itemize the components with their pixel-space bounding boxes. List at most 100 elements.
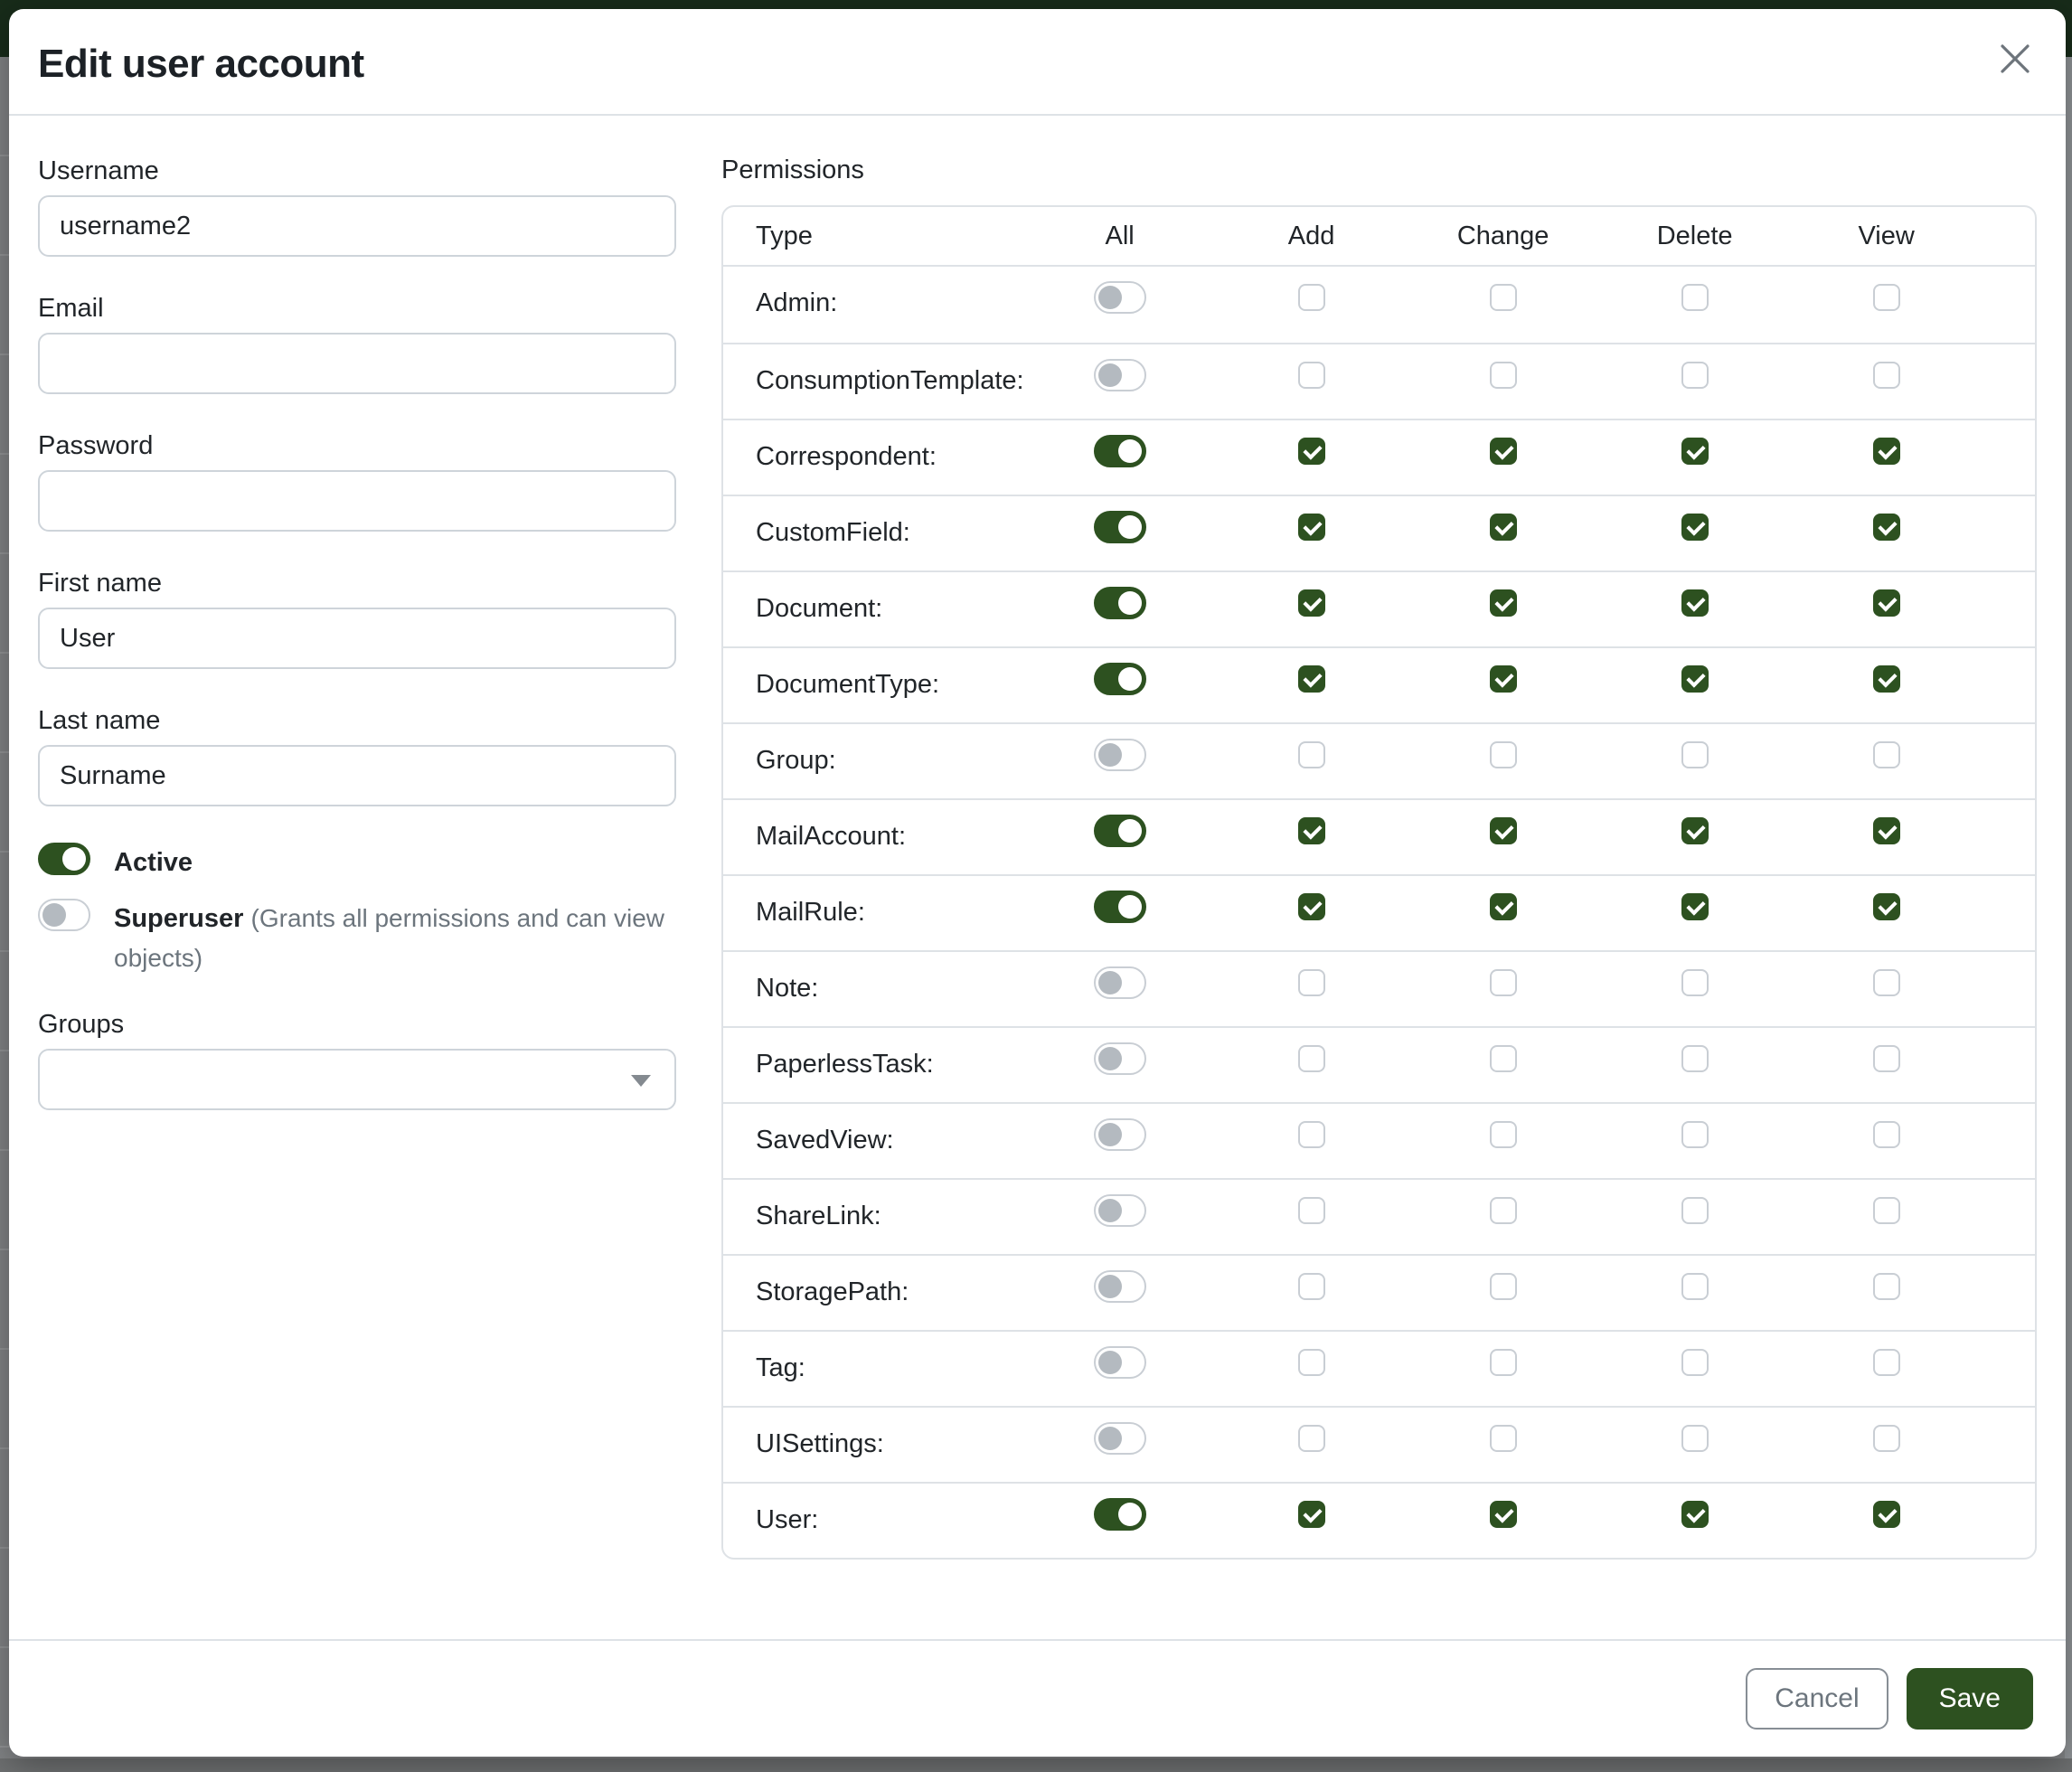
permission-all-toggle[interactable] — [1093, 739, 1146, 771]
permission-delete-checkbox[interactable] — [1681, 665, 1709, 693]
permission-all-toggle[interactable] — [1093, 1118, 1146, 1151]
permission-delete-checkbox[interactable] — [1681, 893, 1709, 920]
permission-view-checkbox[interactable] — [1872, 969, 1900, 996]
permission-add-checkbox[interactable] — [1297, 969, 1325, 996]
permission-view-checkbox[interactable] — [1872, 741, 1900, 768]
permission-delete-checkbox[interactable] — [1681, 741, 1709, 768]
permission-all-toggle[interactable] — [1093, 511, 1146, 543]
save-button[interactable]: Save — [1906, 1668, 2033, 1730]
permission-view-checkbox[interactable] — [1872, 589, 1900, 617]
permission-all-toggle[interactable] — [1093, 281, 1146, 314]
permission-change-checkbox[interactable] — [1489, 514, 1517, 541]
permission-add-checkbox[interactable] — [1297, 284, 1325, 311]
permission-delete-checkbox[interactable] — [1681, 1045, 1709, 1072]
permission-view-checkbox[interactable] — [1872, 362, 1900, 389]
permission-add-checkbox[interactable] — [1297, 362, 1325, 389]
vertical-scrollbar[interactable] — [2065, 57, 2072, 1772]
email-input[interactable] — [38, 333, 676, 394]
permission-all-toggle[interactable] — [1093, 1042, 1146, 1075]
permission-delete-checkbox[interactable] — [1681, 1121, 1709, 1148]
permission-change-checkbox[interactable] — [1489, 665, 1517, 693]
permission-view-checkbox[interactable] — [1872, 1349, 1900, 1376]
permission-change-checkbox[interactable] — [1489, 893, 1517, 920]
permission-all-toggle[interactable] — [1093, 663, 1146, 695]
permission-all-toggle[interactable] — [1093, 359, 1146, 391]
horizontal-scrollbar[interactable] — [0, 1758, 2072, 1772]
permission-view-checkbox[interactable] — [1872, 438, 1900, 465]
permission-add-checkbox[interactable] — [1297, 1501, 1325, 1528]
permission-add-checkbox[interactable] — [1297, 1349, 1325, 1376]
permission-delete-checkbox[interactable] — [1681, 1273, 1709, 1300]
permission-change-checkbox[interactable] — [1489, 969, 1517, 996]
permission-add-checkbox[interactable] — [1297, 817, 1325, 844]
first-name-input[interactable] — [38, 608, 676, 669]
permission-add-checkbox[interactable] — [1297, 665, 1325, 693]
permission-all-toggle[interactable] — [1093, 1270, 1146, 1303]
permission-add-checkbox[interactable] — [1297, 1425, 1325, 1452]
permission-add-checkbox[interactable] — [1297, 1045, 1325, 1072]
permission-change-checkbox[interactable] — [1489, 1425, 1517, 1452]
permission-add-checkbox[interactable] — [1297, 1121, 1325, 1148]
permission-delete-checkbox[interactable] — [1681, 1197, 1709, 1224]
permission-change-checkbox[interactable] — [1489, 817, 1517, 844]
cancel-button[interactable]: Cancel — [1746, 1668, 1888, 1730]
username-input[interactable] — [38, 195, 676, 257]
permission-change-checkbox[interactable] — [1489, 741, 1517, 768]
permission-delete-checkbox[interactable] — [1681, 284, 1709, 311]
permission-all-toggle[interactable] — [1093, 891, 1146, 923]
permissions-title: Permissions — [721, 156, 864, 184]
permission-change-checkbox[interactable] — [1489, 1349, 1517, 1376]
permission-add-checkbox[interactable] — [1297, 589, 1325, 617]
permission-delete-checkbox[interactable] — [1681, 1349, 1709, 1376]
permission-change-checkbox[interactable] — [1489, 362, 1517, 389]
permission-add-checkbox[interactable] — [1297, 438, 1325, 465]
permission-view-checkbox[interactable] — [1872, 1197, 1900, 1224]
password-input[interactable] — [38, 470, 676, 532]
permission-change-checkbox[interactable] — [1489, 1501, 1517, 1528]
permission-change-checkbox[interactable] — [1489, 438, 1517, 465]
permission-all-toggle[interactable] — [1093, 1194, 1146, 1227]
permission-delete-checkbox[interactable] — [1681, 514, 1709, 541]
active-toggle[interactable] — [38, 843, 90, 875]
permission-view-checkbox[interactable] — [1872, 284, 1900, 311]
permission-all-toggle[interactable] — [1093, 1346, 1146, 1379]
permission-delete-checkbox[interactable] — [1681, 1425, 1709, 1452]
permission-view-checkbox[interactable] — [1872, 514, 1900, 541]
permission-view-checkbox[interactable] — [1872, 1501, 1900, 1528]
permission-all-toggle[interactable] — [1093, 815, 1146, 847]
superuser-toggle[interactable] — [38, 899, 90, 931]
last-name-input[interactable] — [38, 745, 676, 806]
permission-all-toggle[interactable] — [1093, 587, 1146, 619]
permission-delete-checkbox[interactable] — [1681, 589, 1709, 617]
permission-view-checkbox[interactable] — [1872, 1045, 1900, 1072]
permission-type-label: UISettings: — [723, 1406, 1024, 1482]
permission-delete-checkbox[interactable] — [1681, 817, 1709, 844]
permission-all-toggle[interactable] — [1093, 435, 1146, 467]
permission-delete-checkbox[interactable] — [1681, 969, 1709, 996]
permission-add-checkbox[interactable] — [1297, 1197, 1325, 1224]
permission-change-checkbox[interactable] — [1489, 1045, 1517, 1072]
permission-change-checkbox[interactable] — [1489, 1197, 1517, 1224]
permission-delete-checkbox[interactable] — [1681, 362, 1709, 389]
permission-view-checkbox[interactable] — [1872, 665, 1900, 693]
close-button[interactable] — [1995, 40, 2035, 80]
permission-all-toggle[interactable] — [1093, 966, 1146, 999]
permission-add-checkbox[interactable] — [1297, 514, 1325, 541]
permission-add-checkbox[interactable] — [1297, 741, 1325, 768]
permission-all-toggle[interactable] — [1093, 1422, 1146, 1455]
permission-change-checkbox[interactable] — [1489, 284, 1517, 311]
permission-view-checkbox[interactable] — [1872, 817, 1900, 844]
permission-all-toggle[interactable] — [1093, 1498, 1146, 1531]
permission-delete-checkbox[interactable] — [1681, 1501, 1709, 1528]
permission-change-checkbox[interactable] — [1489, 589, 1517, 617]
permission-add-checkbox[interactable] — [1297, 893, 1325, 920]
permission-change-checkbox[interactable] — [1489, 1121, 1517, 1148]
permission-delete-checkbox[interactable] — [1681, 438, 1709, 465]
permission-view-checkbox[interactable] — [1872, 1273, 1900, 1300]
permission-change-checkbox[interactable] — [1489, 1273, 1517, 1300]
permission-view-checkbox[interactable] — [1872, 1425, 1900, 1452]
permission-view-checkbox[interactable] — [1872, 893, 1900, 920]
groups-select[interactable] — [38, 1049, 676, 1110]
permission-view-checkbox[interactable] — [1872, 1121, 1900, 1148]
permission-add-checkbox[interactable] — [1297, 1273, 1325, 1300]
